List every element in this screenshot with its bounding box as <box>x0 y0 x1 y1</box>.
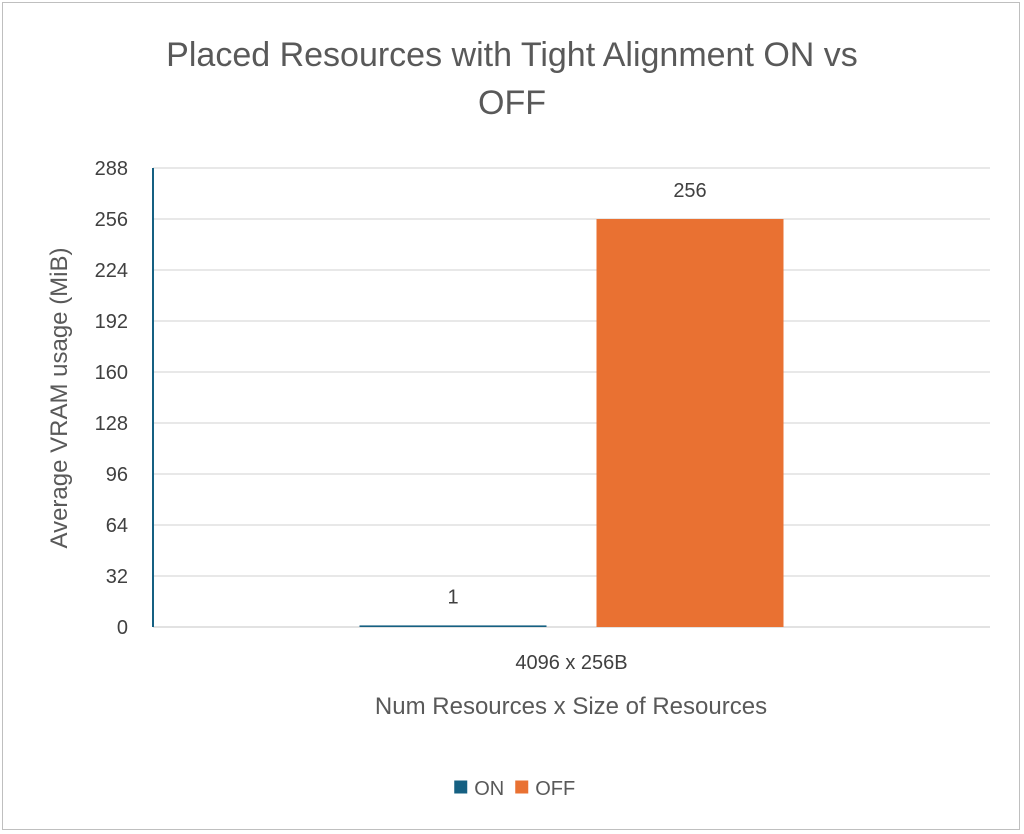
y-axis-title: Average VRAM usage (MiB) <box>46 247 73 548</box>
y-tick-label: 64 <box>106 515 128 537</box>
x-tick-label: 4096 x 256B <box>515 652 627 674</box>
bar-off <box>596 219 784 627</box>
y-tick-label: 192 <box>95 311 128 333</box>
y-tick-label: 160 <box>95 362 128 384</box>
y-tick-label: 0 <box>117 617 128 639</box>
y-tick-label: 32 <box>106 566 128 588</box>
y-tick-label: 96 <box>106 464 128 486</box>
y-axis-tick-labels: 0 32 64 96 128 160 192 224 256 288 <box>95 158 128 639</box>
data-label-on: 1 <box>447 586 458 608</box>
legend-item-on: ON <box>454 778 504 800</box>
legend-label: OFF <box>535 778 575 800</box>
chart-title: Placed Resources with Tight Alignment ON… <box>166 36 858 122</box>
bar-on <box>359 625 547 627</box>
y-tick-label: 256 <box>95 209 128 231</box>
legend-swatch <box>454 780 468 794</box>
y-tick-label: 288 <box>95 158 128 180</box>
legend-item-off: OFF <box>515 778 575 800</box>
y-tick-label: 128 <box>95 413 128 435</box>
chart-title-line-2: OFF <box>478 84 546 122</box>
x-axis-title: Num Resources x Size of Resources <box>375 693 767 720</box>
y-tick-label: 224 <box>95 260 128 282</box>
x-axis-tick-labels: 4096 x 256B <box>515 652 627 674</box>
legend-label: ON <box>474 778 504 800</box>
bars <box>359 219 784 627</box>
data-label-off: 256 <box>673 180 706 202</box>
legend-swatch <box>515 780 529 794</box>
legend: ON OFF <box>454 778 575 800</box>
data-labels: 1 256 <box>447 180 706 608</box>
chart-title-line-1: Placed Resources with Tight Alignment ON… <box>166 36 858 74</box>
gridlines <box>152 167 990 628</box>
